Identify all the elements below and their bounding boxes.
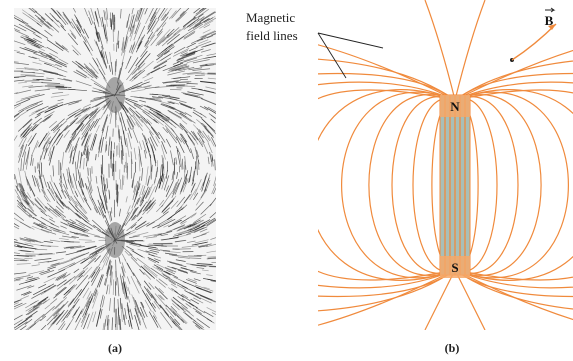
pole-cluster — [105, 222, 125, 258]
field-line — [315, 270, 455, 326]
field-line — [315, 44, 455, 100]
south-label: S — [451, 260, 458, 275]
caption-b: (b) — [445, 341, 460, 355]
annotation-line1: Magnetic — [246, 10, 295, 25]
field-line — [308, 90, 455, 281]
field-line — [455, 92, 568, 278]
north-label: N — [450, 99, 460, 114]
annotation-line2: field lines — [246, 28, 298, 43]
figure: N S Magnetic field lines B (a) (b) — [0, 0, 573, 361]
pole-cluster — [105, 77, 125, 113]
b-vector — [512, 24, 556, 60]
caption-a: (a) — [108, 341, 122, 355]
field-line — [455, 74, 573, 100]
field-line — [455, 90, 573, 281]
field-line — [455, 270, 573, 296]
vector-arrow — [545, 8, 554, 12]
field-line — [342, 92, 455, 278]
vector-label: B — [545, 13, 554, 28]
